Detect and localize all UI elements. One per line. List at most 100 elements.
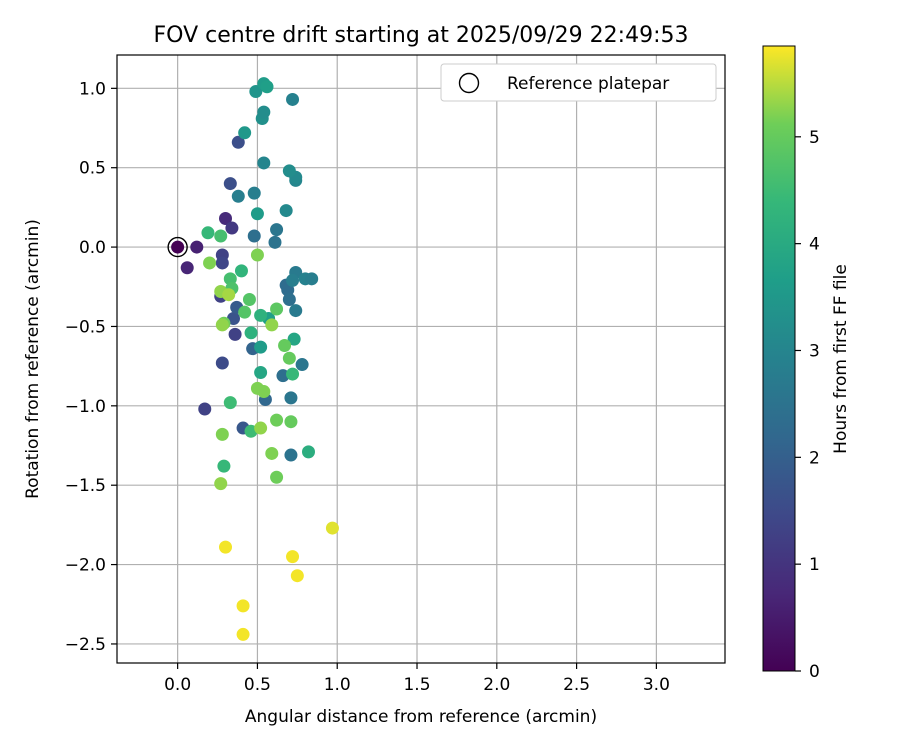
data-point — [305, 272, 319, 286]
data-point — [217, 459, 231, 473]
data-point — [286, 550, 300, 564]
x-axis-ticks: 0.0 0.5 1.0 1.5 2.0 2.5 3.0 — [164, 663, 670, 695]
data-point — [276, 369, 290, 383]
data-point — [270, 470, 284, 484]
data-point — [260, 80, 274, 94]
x-tick-label: 0.5 — [244, 675, 271, 695]
data-point — [219, 212, 233, 226]
data-point — [286, 92, 300, 106]
data-point — [247, 186, 261, 200]
x-tick-label: 2.0 — [483, 675, 510, 695]
data-point — [223, 396, 237, 410]
data-point — [215, 356, 229, 370]
data-point — [250, 381, 264, 395]
data-point — [190, 240, 204, 254]
data-point — [225, 221, 239, 235]
y-tick-label: −1.5 — [65, 476, 106, 496]
data-point — [295, 358, 309, 372]
colorbar-tick-label: 4 — [809, 235, 820, 255]
data-point — [279, 204, 293, 218]
grid-lines — [117, 55, 725, 663]
data-point — [215, 427, 229, 441]
data-point — [244, 326, 258, 340]
data-point — [203, 256, 217, 270]
data-points — [171, 77, 339, 641]
reference-marker — [167, 236, 188, 258]
data-point — [214, 477, 228, 491]
x-axis-label: Angular distance from reference (arcmin) — [245, 707, 597, 727]
colorbar-ticks: 0 1 2 3 4 5 — [795, 128, 820, 682]
data-point — [228, 327, 242, 341]
colorbar-tick-label: 3 — [809, 341, 820, 361]
data-point — [270, 413, 284, 427]
data-point — [265, 318, 279, 332]
data-point — [287, 332, 301, 346]
data-point — [254, 308, 268, 322]
data-point — [219, 540, 233, 554]
data-point — [290, 569, 304, 583]
data-point — [284, 391, 298, 405]
data-point — [222, 288, 236, 302]
data-point — [254, 340, 268, 354]
data-point — [282, 292, 296, 306]
y-tick-label: 0.0 — [79, 238, 106, 258]
legend-box — [440, 63, 717, 102]
legend: Reference platepar — [440, 63, 717, 102]
data-point — [325, 521, 339, 535]
colorbar-tick-label: 1 — [809, 555, 820, 575]
y-tick-label: −2.5 — [65, 635, 106, 655]
data-point — [215, 318, 229, 332]
reference-platepar-marker — [167, 236, 188, 258]
data-point — [223, 177, 237, 191]
data-point — [254, 421, 268, 435]
data-point — [250, 248, 264, 262]
colorbar-tick-label: 5 — [809, 128, 820, 148]
data-point — [278, 339, 292, 353]
data-point — [249, 85, 263, 99]
legend-marker-icon — [458, 72, 480, 94]
data-point — [226, 312, 240, 326]
data-point — [242, 292, 256, 306]
legend-entry-label: Reference platepar — [507, 74, 669, 94]
colorbar-tick-label: 0 — [809, 662, 820, 682]
data-point — [247, 229, 261, 243]
data-point — [231, 135, 245, 149]
data-point — [270, 302, 284, 316]
x-tick-label: 1.5 — [403, 675, 430, 695]
data-point — [284, 415, 298, 429]
data-point — [198, 402, 212, 416]
data-point — [268, 235, 282, 249]
data-point — [282, 351, 296, 365]
colorbar-gradient — [762, 45, 796, 672]
data-point — [270, 223, 284, 237]
colorbar: 0 1 2 3 4 5 Hours from first FF file — [762, 45, 851, 682]
data-point — [254, 365, 268, 379]
chart-title: FOV centre drift starting at 2025/09/29 … — [154, 23, 689, 48]
data-point — [257, 156, 271, 170]
data-point — [238, 305, 252, 319]
data-point — [250, 207, 264, 221]
data-point — [286, 273, 300, 287]
data-point — [289, 304, 303, 318]
data-point — [215, 256, 229, 270]
y-axis-ticks: 1.0 0.5 0.0 −0.5 −1.0 −1.5 −2.0 −2.5 — [65, 79, 117, 655]
y-axis-label: Rotation from reference (arcmin) — [23, 219, 43, 499]
data-point — [171, 240, 185, 254]
data-point — [201, 226, 215, 240]
data-point — [282, 164, 296, 178]
y-tick-label: 1.0 — [79, 79, 106, 99]
y-tick-label: 0.5 — [79, 159, 106, 179]
data-point — [236, 599, 250, 613]
data-point — [234, 264, 248, 278]
y-tick-label: −0.5 — [65, 317, 106, 337]
y-tick-label: −1.0 — [65, 397, 106, 417]
x-tick-label: 1.0 — [324, 675, 351, 695]
x-tick-label: 0.0 — [164, 675, 191, 695]
colorbar-label: Hours from first FF file — [831, 264, 851, 454]
data-point — [180, 261, 194, 275]
data-point — [231, 189, 245, 203]
plot-area-frame — [116, 54, 726, 664]
x-tick-label: 2.5 — [563, 675, 590, 695]
data-point — [214, 229, 228, 243]
